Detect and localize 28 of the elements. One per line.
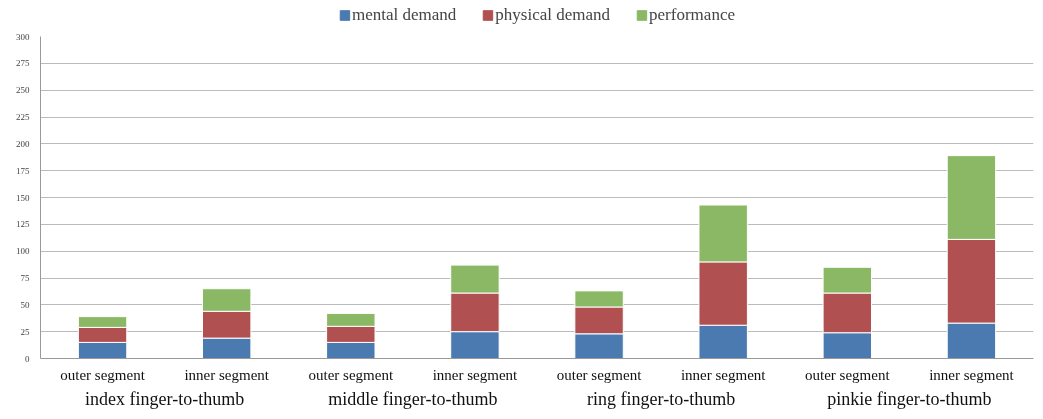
y-tick-label: 250: [16, 85, 30, 96]
y-tick-label: 150: [16, 192, 30, 203]
x-tick-label: outer segment: [60, 366, 146, 383]
text: pinkie finger-to-thumb: [827, 388, 992, 409]
y-tick-label: 0: [25, 353, 30, 364]
legend-label: physical demand: [495, 5, 611, 25]
y-tick-label: 100: [16, 246, 30, 257]
text: index finger-to-thumb: [85, 388, 245, 409]
y-tick-label: 300: [16, 31, 30, 42]
y-tick-label: 50: [20, 299, 30, 310]
x-tick-label: outer segment: [805, 366, 891, 383]
text: middle finger-to-thumb: [328, 388, 498, 409]
x-tick-label: inner segment: [929, 366, 1015, 383]
legend-label: performance: [649, 5, 735, 25]
x-tick-label: inner segment: [432, 366, 519, 383]
y-tick-label: 175: [16, 165, 30, 176]
y-tick-label: 75: [20, 273, 30, 283]
x-tick-label: inner segment: [680, 366, 767, 383]
y-tick-label: 225: [16, 112, 30, 122]
x-tick-label: outer segment: [556, 366, 643, 383]
x-tick-label: inner segment: [184, 366, 270, 383]
legend-label: mental demand: [352, 5, 457, 25]
text: ring finger-to-thumb: [587, 388, 736, 409]
y-tick-label: 200: [16, 138, 30, 149]
x-tick-label: outer segment: [308, 366, 394, 383]
y-tick-label: 275: [16, 58, 30, 69]
y-tick-label: 125: [16, 219, 30, 230]
y-tick-label: 25: [20, 326, 30, 337]
